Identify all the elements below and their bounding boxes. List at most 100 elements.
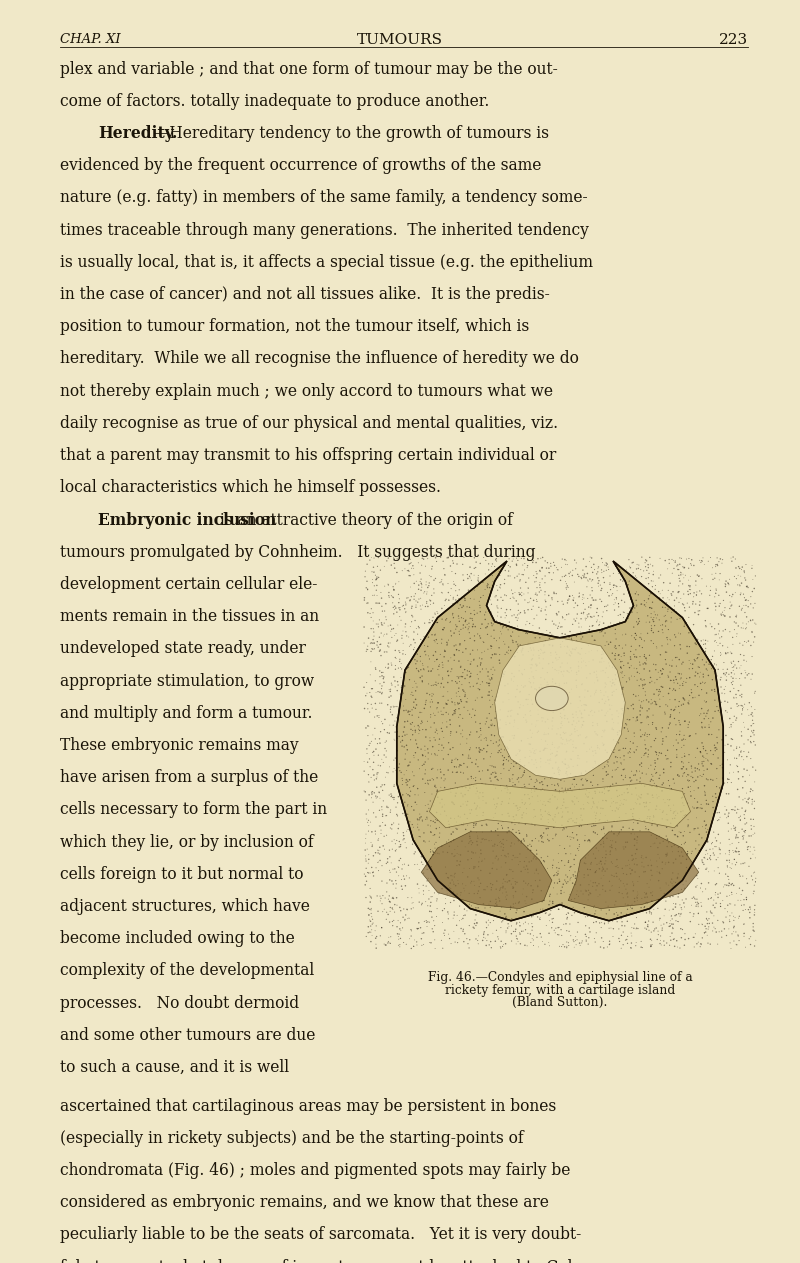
Point: [566, 822, 579, 842]
Point: [401, 770, 414, 791]
Point: [743, 897, 756, 917]
Point: [625, 696, 638, 716]
Point: [651, 898, 664, 918]
Point: [506, 633, 519, 653]
Point: [601, 711, 614, 731]
Point: [442, 908, 454, 928]
Point: [711, 554, 724, 575]
Point: [595, 649, 608, 669]
Point: [511, 643, 524, 663]
Point: [597, 798, 610, 818]
Point: [454, 734, 466, 754]
Point: [576, 673, 589, 693]
Point: [562, 563, 575, 584]
Point: [534, 645, 546, 666]
Point: [612, 645, 625, 666]
Point: [546, 858, 559, 878]
Point: [396, 803, 409, 823]
Point: [520, 856, 533, 877]
Point: [654, 682, 666, 702]
Point: [660, 654, 673, 674]
Point: [627, 644, 640, 664]
Point: [490, 767, 502, 787]
Point: [490, 895, 503, 916]
Point: [361, 744, 374, 764]
Point: [653, 863, 666, 883]
Point: [566, 873, 579, 893]
Point: [678, 930, 691, 950]
Point: [388, 600, 401, 620]
Point: [661, 829, 674, 849]
Point: [438, 801, 451, 821]
Point: [638, 897, 651, 917]
Point: [478, 547, 490, 567]
Point: [746, 558, 758, 578]
Point: [463, 916, 476, 936]
Point: [506, 812, 518, 832]
Point: [586, 741, 599, 762]
Point: [422, 889, 435, 909]
Point: [426, 768, 438, 788]
Point: [570, 812, 582, 832]
Point: [534, 899, 547, 919]
Point: [720, 799, 733, 820]
Point: [435, 633, 448, 653]
Point: [598, 811, 611, 831]
Point: [567, 932, 580, 952]
Point: [386, 859, 399, 879]
Point: [426, 845, 439, 865]
Point: [645, 935, 658, 955]
Point: [555, 926, 568, 946]
Point: [446, 753, 458, 773]
Point: [426, 784, 438, 805]
Point: [559, 749, 572, 769]
Point: [458, 784, 471, 805]
Point: [741, 873, 754, 893]
Point: [708, 640, 721, 661]
Point: [689, 758, 702, 778]
Point: [738, 661, 751, 681]
Point: [734, 696, 747, 716]
Point: [385, 586, 398, 606]
Point: [370, 807, 382, 827]
Point: [634, 712, 647, 733]
Point: [550, 584, 562, 604]
Point: [398, 558, 411, 578]
Point: [360, 577, 373, 597]
Point: [645, 736, 658, 757]
Point: [723, 853, 736, 873]
Point: [616, 859, 629, 879]
Point: [583, 922, 596, 942]
Point: [446, 692, 458, 712]
Point: [621, 698, 634, 719]
Point: [606, 676, 618, 696]
Point: [431, 781, 444, 801]
Point: [560, 921, 573, 941]
Point: [454, 755, 466, 775]
Point: [554, 717, 567, 738]
Point: [661, 845, 674, 865]
Point: [454, 724, 467, 744]
Point: [384, 933, 397, 954]
Point: [592, 573, 605, 594]
Point: [740, 652, 753, 672]
Point: [744, 841, 757, 861]
Point: [582, 787, 594, 807]
Point: [525, 649, 538, 669]
Point: [374, 640, 386, 661]
Point: [586, 715, 599, 735]
Point: [410, 654, 422, 674]
Point: [532, 640, 545, 661]
Point: [370, 786, 382, 806]
Point: [561, 936, 574, 956]
Point: [726, 653, 738, 673]
Point: [482, 685, 495, 705]
Point: [512, 931, 525, 951]
Point: [607, 730, 620, 750]
Point: [659, 845, 672, 865]
Point: [395, 877, 408, 897]
Point: [454, 595, 466, 615]
Point: [646, 935, 658, 955]
Point: [699, 673, 712, 693]
Point: [374, 667, 386, 687]
